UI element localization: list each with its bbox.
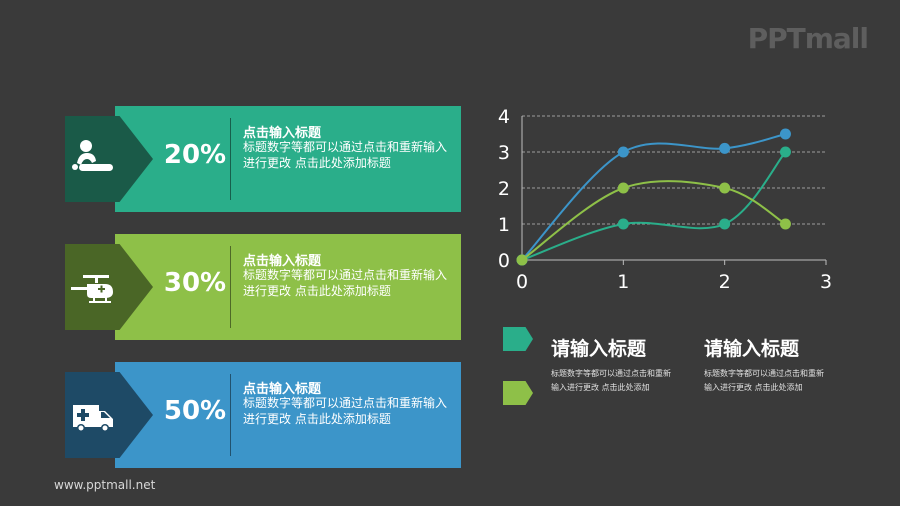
series-line-2	[521, 180, 786, 261]
legend-marker-green	[503, 381, 533, 405]
y-tick-label: 1	[498, 214, 510, 236]
legend-title: 请输入标题	[551, 338, 647, 360]
footer-url: www.pptmall.net	[54, 478, 156, 492]
data-point-0	[779, 128, 791, 140]
data-point-2	[779, 218, 791, 230]
y-tick-label: 0	[498, 250, 510, 272]
legend-marker-teal	[503, 327, 533, 351]
data-point-1	[779, 146, 791, 158]
series-line-0	[521, 133, 786, 261]
card-divider	[230, 118, 231, 200]
line-chart: 0 1 2 3 4 0 1 2 3	[498, 106, 832, 293]
legend-block-1: 请输入标题 标题数字等都可以通过点击和重新输入进行更改 点击此处添加	[551, 334, 701, 395]
card-title: 点击输入标题	[243, 126, 322, 141]
card-percent: 50%	[163, 396, 227, 426]
info-card-3: 50% 点击输入标题 标题数字等都可以通过点击和重新输入进行更改 点击此处添加标…	[115, 362, 461, 468]
data-point-2	[617, 182, 629, 194]
legend-title: 请输入标题	[704, 338, 800, 360]
legend-block-2: 请输入标题 标题数字等都可以通过点击和重新输入进行更改 点击此处添加	[704, 334, 854, 395]
card-text: 标题数字等都可以通过点击和重新输入进行更改 点击此处添加标题	[243, 140, 448, 170]
x-tick-label: 2	[719, 271, 731, 293]
legend-text: 标题数字等都可以通过点击和重新输入进行更改 点击此处添加	[704, 369, 824, 392]
x-tick-label: 1	[617, 271, 629, 293]
card-text: 标题数字等都可以通过点击和重新输入进行更改 点击此处添加标题	[243, 396, 448, 426]
card-title: 点击输入标题	[243, 382, 322, 397]
y-tick-label: 2	[498, 178, 510, 200]
x-tick-label: 0	[516, 271, 528, 293]
medical-helicopter-icon	[71, 275, 113, 303]
card-divider	[230, 374, 231, 456]
x-tick-label: 3	[820, 271, 832, 293]
ambulance-icon	[73, 405, 113, 432]
info-card-2: 30% 点击输入标题 标题数字等都可以通过点击和重新输入进行更改 点击此处添加标…	[115, 234, 461, 340]
card-percent: 20%	[163, 140, 227, 170]
card-text: 标题数字等都可以通过点击和重新输入进行更改 点击此处添加标题	[243, 268, 448, 298]
data-point-2	[719, 182, 731, 194]
legend-text: 标题数字等都可以通过点击和重新输入进行更改 点击此处添加	[551, 369, 671, 392]
y-tick-label: 3	[498, 142, 510, 164]
card-title: 点击输入标题	[243, 254, 322, 269]
data-point-2	[516, 254, 528, 266]
data-point-1	[617, 218, 629, 230]
card-percent: 30%	[163, 268, 227, 298]
data-point-0	[719, 142, 731, 154]
pptmall-logo: PPTmall	[747, 22, 869, 55]
info-card-1: 20% 点击输入标题 标题数字等都可以通过点击和重新输入进行更改 点击此处添加标…	[115, 106, 461, 212]
y-tick-label: 4	[498, 106, 510, 128]
series-line-1	[521, 151, 787, 261]
injured-patient-icon	[72, 140, 113, 171]
card-divider	[230, 246, 231, 328]
data-point-0	[617, 146, 629, 158]
data-point-1	[719, 218, 731, 230]
